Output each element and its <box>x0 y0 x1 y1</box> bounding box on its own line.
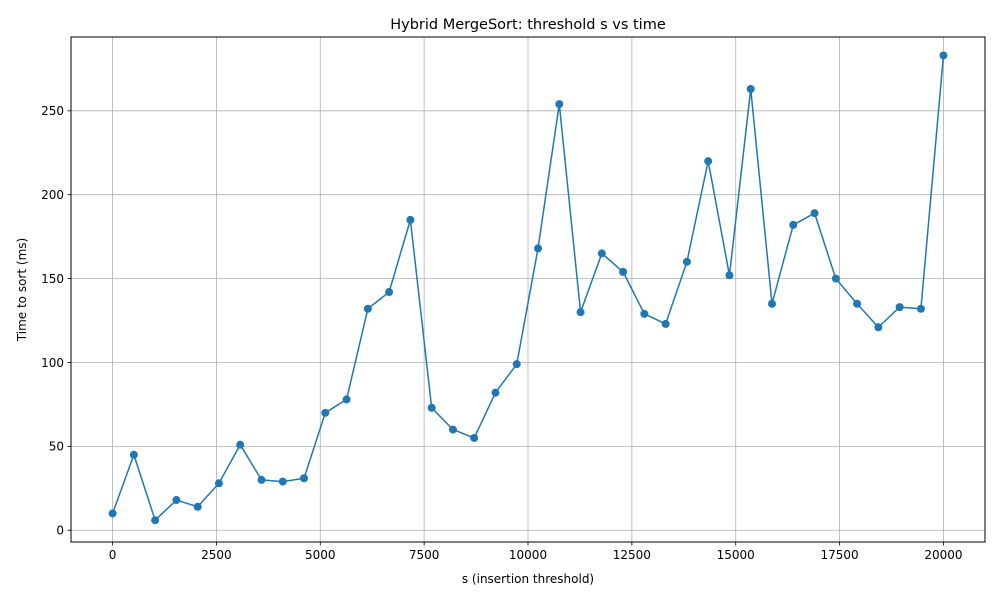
data-point <box>640 309 649 318</box>
data-point <box>214 479 223 488</box>
data-point <box>448 425 457 434</box>
data-point <box>193 502 202 511</box>
data-point <box>853 299 862 308</box>
y-tick-label: 100 <box>41 356 64 370</box>
data-point <box>789 220 798 229</box>
series-line <box>111 55 945 521</box>
data-point <box>767 299 776 308</box>
data-point <box>172 496 181 505</box>
data-point <box>939 51 948 60</box>
data-point <box>619 267 628 276</box>
data-point <box>406 215 415 224</box>
grid <box>71 37 985 542</box>
data-point <box>321 408 330 417</box>
series-layer <box>108 51 948 525</box>
data-point <box>874 323 883 332</box>
data-point <box>151 516 160 525</box>
data-point <box>704 157 713 166</box>
data-point <box>534 244 543 253</box>
data-point <box>682 257 691 266</box>
x-tick-label: 10000 <box>509 548 547 562</box>
x-tick-label: 5000 <box>305 548 336 562</box>
data-point <box>257 475 266 484</box>
data-point <box>831 274 840 283</box>
x-tick-label: 17500 <box>820 548 858 562</box>
data-point <box>236 440 245 449</box>
data-point <box>661 319 670 328</box>
data-point <box>129 450 138 459</box>
data-point <box>491 388 500 397</box>
data-point <box>597 249 606 258</box>
x-tick-label: 2500 <box>201 548 232 562</box>
data-point <box>108 509 117 518</box>
ticks: 0 2500 5000 7500 10000 12500 15000 17500 20000 0 5… <box>41 104 962 562</box>
data-point <box>427 403 436 412</box>
x-tick-label: 12500 <box>613 548 651 562</box>
x-tick-label: 20000 <box>924 548 962 562</box>
data-point <box>746 85 755 94</box>
data-point <box>725 271 734 280</box>
data-point <box>555 100 564 109</box>
y-tick-label: 150 <box>41 272 64 286</box>
data-point <box>895 303 904 312</box>
data-point <box>470 433 479 442</box>
data-point <box>916 304 925 313</box>
x-tick-label: 15000 <box>717 548 755 562</box>
x-tick-label: 7500 <box>409 548 440 562</box>
data-point <box>342 395 351 404</box>
y-tick-label: 50 <box>49 440 64 454</box>
x-tick-label: 0 <box>109 548 117 562</box>
data-point <box>278 477 287 486</box>
x-axis-label: s (insertion threshold) <box>462 572 594 586</box>
data-point <box>385 288 394 297</box>
y-tick-label: 200 <box>41 188 64 202</box>
y-tick-label: 250 <box>41 104 64 118</box>
y-tick-label: 0 <box>56 524 64 538</box>
data-point <box>512 360 521 369</box>
data-point <box>363 304 372 313</box>
y-axis-label: Time to sort (ms) <box>15 238 29 342</box>
data-point <box>300 474 309 483</box>
data-point <box>576 308 585 317</box>
data-point <box>810 209 819 218</box>
chart-title: Hybrid MergeSort: threshold s vs time <box>390 17 666 33</box>
